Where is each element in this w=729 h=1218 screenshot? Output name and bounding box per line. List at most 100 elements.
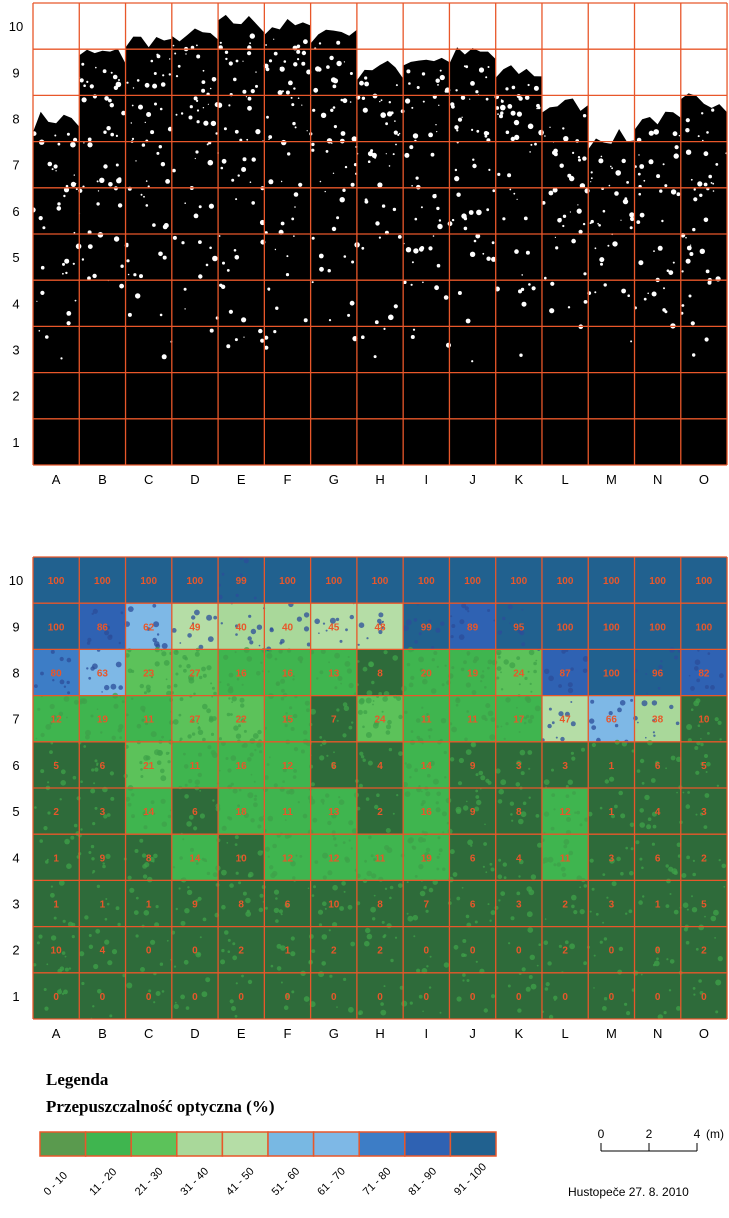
canopy-gap-speck xyxy=(569,211,572,213)
texture-speck xyxy=(418,836,424,843)
texture-speck xyxy=(378,692,383,696)
heatmap-value: 2 xyxy=(562,900,568,911)
heatmap-value: 6 xyxy=(192,807,198,818)
canopy-gap-speck xyxy=(411,106,414,109)
legend-class-label: 91 - 100 xyxy=(452,1161,489,1198)
canopy-gap-speck xyxy=(318,42,322,45)
heatmap-value: 100 xyxy=(603,669,620,680)
texture-speck xyxy=(250,628,257,635)
canopy-gap-speck xyxy=(96,180,99,183)
texture-speck xyxy=(392,655,399,661)
canopy-gap-speck xyxy=(247,105,252,111)
texture-speck xyxy=(247,979,253,985)
texture-speck xyxy=(446,821,450,825)
canopy-gap-speck xyxy=(158,251,163,257)
canopy-gap-speck xyxy=(291,103,295,107)
texture-speck xyxy=(178,713,182,717)
heatmap-value: 6 xyxy=(331,761,337,772)
canopy-gap-speck xyxy=(706,131,709,134)
canopy-gap-speck xyxy=(513,119,520,126)
canopy-gap-speck xyxy=(293,235,295,237)
texture-speck xyxy=(238,881,242,885)
texture-speck xyxy=(533,661,537,666)
texture-speck xyxy=(475,789,479,793)
texture-speck xyxy=(358,1010,363,1015)
canopy-gap-speck xyxy=(390,111,394,115)
heatmap-value: 6 xyxy=(655,853,661,864)
legend-swatch xyxy=(312,1131,360,1157)
heatmap-value: 7 xyxy=(424,900,430,911)
texture-speck xyxy=(211,686,215,690)
texture-speck xyxy=(424,851,430,858)
canopy-gap-speck xyxy=(246,138,249,141)
canopy-gap-speck xyxy=(108,182,113,187)
texture-speck xyxy=(646,824,652,830)
canopy-gap-speck xyxy=(64,258,70,264)
texture-speck xyxy=(413,935,416,938)
canopy-gap-speck xyxy=(579,183,586,189)
texture-speck xyxy=(458,634,465,640)
heatmap-value: 0 xyxy=(100,992,106,1003)
texture-speck xyxy=(258,816,264,822)
texture-speck xyxy=(528,975,533,979)
texture-speck xyxy=(358,622,365,628)
canopy-gap-speck xyxy=(158,145,162,149)
canopy-gap-speck xyxy=(651,291,657,297)
texture-speck xyxy=(447,828,453,834)
heatmap-cell xyxy=(310,834,357,881)
canopy-gap-speck xyxy=(711,108,715,112)
texture-speck xyxy=(397,883,403,888)
texture-speck xyxy=(521,967,526,972)
canopy-gap-speck xyxy=(528,283,531,286)
texture-speck xyxy=(259,750,263,754)
canopy-gap-speck xyxy=(703,151,709,157)
texture-speck xyxy=(565,785,569,788)
texture-speck xyxy=(160,775,167,782)
texture-speck xyxy=(50,885,54,888)
texture-speck xyxy=(83,698,86,701)
texture-speck xyxy=(520,811,527,818)
heatmap-value: 100 xyxy=(187,576,204,587)
canopy-gap-speck xyxy=(150,130,155,135)
canopy-gap-speck xyxy=(336,40,341,45)
canopy-gap-speck xyxy=(301,61,306,66)
texture-speck xyxy=(145,684,151,690)
canopy-gap-speck xyxy=(690,178,693,181)
texture-speck xyxy=(318,923,323,927)
texture-speck xyxy=(655,947,660,952)
canopy-gap-speck xyxy=(115,81,122,88)
canopy-gap-speck xyxy=(502,217,506,221)
heatmap-cell xyxy=(125,834,172,881)
texture-speck xyxy=(493,619,496,622)
canopy-gap-speck xyxy=(290,96,293,99)
texture-speck xyxy=(450,615,453,618)
heatmap-value: 3 xyxy=(516,761,522,772)
texture-speck xyxy=(101,691,103,693)
texture-speck xyxy=(570,721,576,727)
canopy-gap-speck xyxy=(412,133,419,139)
texture-speck xyxy=(153,641,160,647)
canopy-gap-speck xyxy=(505,130,510,135)
canopy-gap-speck xyxy=(110,71,113,74)
texture-speck xyxy=(127,802,132,807)
canopy-gap-speck xyxy=(209,87,212,90)
canopy-gap-speck xyxy=(527,123,534,130)
row-label: 2 xyxy=(12,943,19,958)
canopy-gap-speck xyxy=(159,313,163,317)
texture-speck xyxy=(237,804,241,808)
heatmap-value: 16 xyxy=(282,669,294,680)
texture-speck xyxy=(143,691,147,695)
texture-speck xyxy=(369,835,372,838)
canopy-gap-speck xyxy=(666,269,670,273)
texture-speck xyxy=(320,744,323,747)
texture-speck xyxy=(173,683,178,688)
canopy-gap-speck xyxy=(275,306,279,310)
canopy-gap-speck xyxy=(70,141,76,148)
texture-speck xyxy=(253,780,256,783)
texture-speck xyxy=(637,721,639,724)
texture-speck xyxy=(428,737,431,739)
heatmap-cell xyxy=(588,695,635,742)
heatmap-cell xyxy=(125,972,172,1019)
texture-speck xyxy=(645,673,648,675)
texture-speck xyxy=(306,708,310,713)
